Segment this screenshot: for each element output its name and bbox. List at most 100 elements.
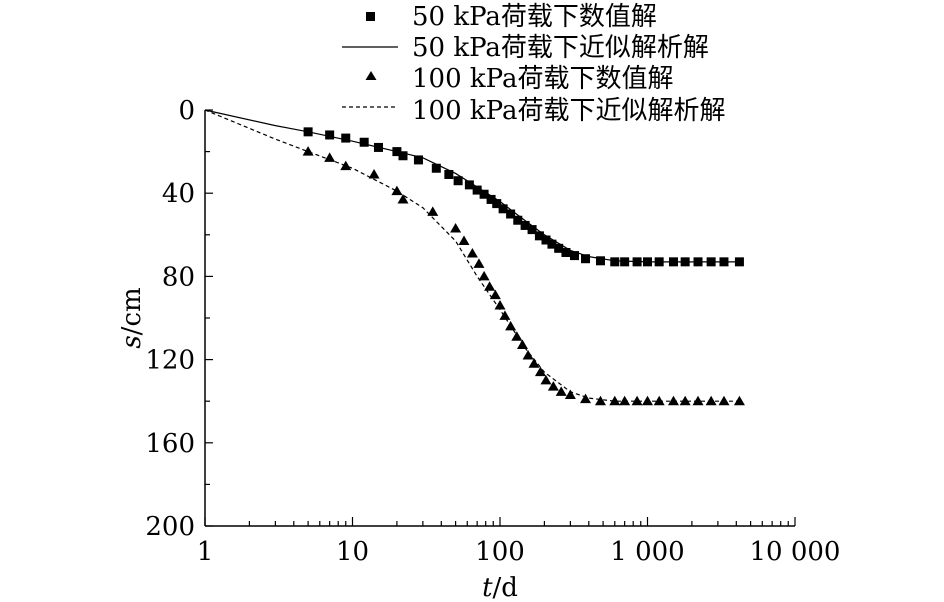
x-axis-label-var: t	[482, 573, 493, 602]
series-1	[303, 127, 744, 267]
ticks	[204, 109, 796, 527]
square-point	[554, 243, 564, 253]
triangle-point	[466, 248, 478, 258]
square-point	[398, 151, 408, 161]
square-point	[581, 254, 591, 264]
series-2	[204, 109, 740, 263]
square-point	[527, 225, 537, 235]
triangle-point	[450, 223, 462, 233]
x-tick-label: 1	[197, 537, 214, 567]
triangle-point	[642, 395, 653, 406]
legend-label-4: 100 kPa荷载下近似解析解	[412, 96, 725, 126]
triangle-point	[499, 310, 511, 320]
triangle-point	[705, 395, 717, 406]
square-point	[534, 231, 544, 241]
triangle-point	[489, 289, 501, 300]
legend: 50 kPa荷载下数值解 50 kPa荷载下近似解析解 100 kPa荷载下数值…	[342, 2, 725, 126]
y-tick-label: 120	[145, 346, 195, 376]
x-axis-label-unit: /d	[493, 573, 518, 602]
legend-label-2: 50 kPa荷载下近似解析解	[412, 33, 709, 63]
square-point	[413, 155, 423, 165]
triangle-point	[540, 374, 552, 385]
triangle-point	[679, 395, 691, 406]
triangle-point	[427, 206, 439, 216]
triangle-point	[324, 152, 336, 162]
square-point	[453, 176, 463, 186]
legend-item-2: 50 kPa荷载下近似解析解	[342, 33, 709, 63]
triangle-point	[594, 395, 606, 406]
plot-area: 1 10 100 1 000 10 000 0 40 80 120 160 200	[145, 96, 840, 567]
triangle-point	[478, 270, 490, 281]
triangle-point	[494, 300, 506, 310]
square-point	[492, 199, 502, 209]
y-tick-label: 40	[162, 179, 195, 209]
triangle-point	[302, 146, 314, 156]
legend-label-1: 50 kPa荷载下数值解	[412, 2, 657, 32]
square-point	[595, 256, 605, 266]
triangle-point	[547, 381, 559, 391]
y-tick-label: 160	[145, 429, 195, 459]
triangle-point	[484, 281, 496, 291]
square-point	[486, 194, 496, 204]
square-point	[498, 204, 508, 214]
square-point	[472, 185, 482, 195]
square-point	[620, 257, 630, 267]
legend-triangle-marker	[365, 71, 377, 80]
triangle-point	[458, 235, 470, 246]
square-point	[513, 215, 523, 225]
square-point	[541, 235, 551, 245]
square-point	[506, 209, 516, 219]
series-layer	[204, 109, 745, 406]
x-tick-label: 10 000	[750, 537, 841, 567]
triangle-point	[564, 389, 576, 399]
y-axis-label-unit: /cm	[117, 287, 147, 335]
x-tick-label: 10	[336, 537, 369, 567]
y-tick-label: 80	[162, 262, 195, 292]
triangle-point	[397, 193, 409, 204]
triangle-point	[340, 160, 352, 171]
y-tick-label: 200	[145, 512, 195, 542]
square-point	[610, 257, 620, 267]
triangle-point	[733, 395, 745, 406]
legend-item-3: 100 kPa荷载下数值解	[365, 64, 673, 94]
series-line-solid	[204, 109, 740, 263]
triangle-point	[580, 393, 592, 404]
square-point	[444, 169, 454, 179]
series-line-dashed	[204, 109, 740, 402]
square-point	[464, 180, 474, 190]
square-point	[520, 220, 530, 230]
triangle-point	[609, 395, 621, 406]
legend-square-marker	[366, 12, 375, 21]
triangle-point	[619, 395, 631, 406]
legend-item-4: 100 kPa荷载下近似解析解	[342, 96, 725, 126]
series-3	[302, 146, 745, 406]
square-point	[479, 189, 489, 199]
y-axis-label: s/cm	[117, 287, 147, 348]
square-point	[431, 163, 441, 173]
x-axis-label: t/d	[482, 573, 518, 602]
triangle-point	[368, 168, 380, 179]
legend-label-3: 100 kPa荷载下数值解	[412, 64, 673, 94]
triangle-point	[534, 366, 546, 377]
tick-labels: 1 10 100 1 000 10 000 0 40 80 120 160 200	[145, 96, 840, 567]
y-tick-label: 0	[178, 96, 195, 126]
square-point	[359, 137, 369, 147]
series-4	[204, 109, 740, 402]
triangle-point	[528, 358, 540, 368]
square-point	[341, 133, 351, 143]
square-point	[547, 239, 557, 249]
x-tick-label: 1 000	[610, 537, 684, 567]
triangle-point	[631, 395, 643, 406]
triangle-point	[718, 395, 730, 406]
y-axis-label-var: s	[117, 335, 147, 348]
triangle-point	[667, 395, 679, 406]
square-point	[570, 251, 580, 261]
triangle-point	[555, 386, 567, 396]
x-tick-label: 100	[475, 537, 525, 567]
triangle-point	[522, 349, 534, 360]
square-point	[561, 247, 571, 257]
triangle-point	[653, 395, 665, 406]
legend-item-1: 50 kPa荷载下数值解	[366, 2, 657, 32]
triangle-point	[473, 258, 485, 268]
